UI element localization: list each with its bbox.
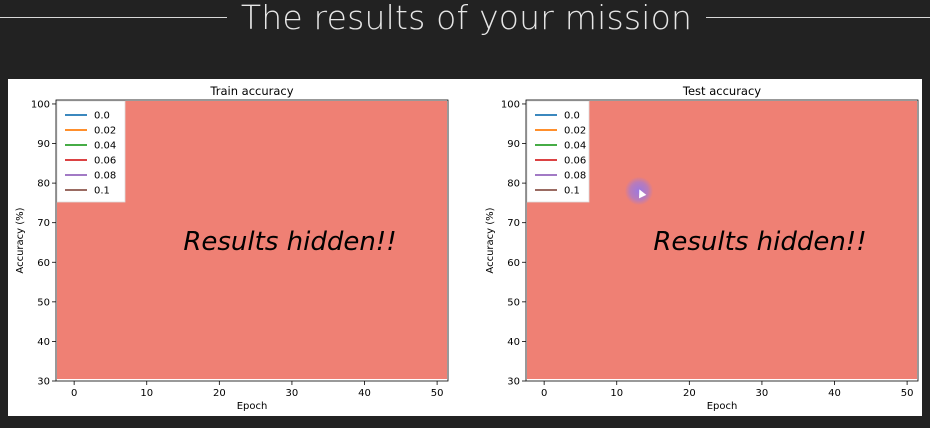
legend-label: 0.04: [94, 141, 116, 152]
chart-1: Test accuracy 0 10 20 30 40 50 30 40 50 60 70 80 90 10…: [485, 84, 919, 412]
y-tick-label: 30: [507, 377, 520, 388]
legend-label: 0.06: [564, 156, 586, 167]
x-tick-label: 10: [610, 388, 623, 399]
header-rule-right: [706, 17, 930, 18]
x-tick-label: 50: [901, 388, 914, 399]
y-tick-label: 40: [37, 337, 50, 348]
results-hidden-overlay: [527, 101, 917, 379]
x-axis-label: Epoch: [707, 401, 738, 412]
x-tick-label: 30: [756, 388, 769, 399]
x-tick-label: 40: [828, 388, 841, 399]
chart-0: Train accuracy 0 10 20 30 40 50 30 40 50 60 70 80 90 1…: [15, 84, 449, 412]
mouse-cursor-highlight: [625, 177, 653, 205]
legend-label: 0.0: [564, 111, 580, 122]
y-tick-label: 90: [507, 139, 520, 150]
results-figure: Train accuracy 0 10 20 30 40 50 30 40 50 60 70 80 90 1…: [8, 79, 922, 416]
legend-label: 0.04: [564, 141, 586, 152]
y-tick-label: 50: [37, 297, 50, 308]
y-tick-label: 40: [507, 337, 520, 348]
y-tick-label: 80: [507, 179, 520, 190]
x-tick-label: 20: [683, 388, 696, 399]
y-tick-label: 30: [37, 377, 50, 388]
legend-label: 0.08: [94, 171, 116, 182]
legend-label: 0.08: [564, 171, 586, 182]
legend-label: 0.1: [564, 186, 580, 197]
y-tick-label: 60: [37, 258, 50, 269]
y-tick-label: 50: [507, 297, 520, 308]
y-axis-label: Accuracy (%): [485, 207, 496, 273]
x-tick-label: 40: [358, 388, 371, 399]
y-tick-label: 60: [507, 258, 520, 269]
legend-label: 0.06: [94, 156, 116, 167]
y-tick-label: 80: [37, 179, 50, 190]
legend-label: 0.02: [564, 126, 586, 137]
y-tick-label: 100: [501, 99, 520, 110]
section-title: The results of your mission: [240, 0, 693, 37]
legend-box: [56, 100, 126, 203]
y-axis-label: Accuracy (%): [15, 207, 26, 273]
x-tick-label: 20: [213, 388, 226, 399]
legend-box: [526, 100, 590, 203]
chart-title: Test accuracy: [682, 84, 761, 98]
x-axis-label: Epoch: [237, 401, 268, 412]
header-rule-left: [0, 17, 227, 18]
chart-title: Train accuracy: [209, 84, 293, 98]
x-tick-label: 30: [286, 388, 299, 399]
y-tick-label: 70: [37, 218, 50, 229]
legend-label: 0.0: [94, 111, 110, 122]
results-hidden-label: Results hidden!!: [183, 227, 396, 257]
x-tick-label: 0: [71, 388, 77, 399]
x-tick-label: 50: [431, 388, 444, 399]
charts-svg: Train accuracy 0 10 20 30 40 50 30 40 50 60 70 80 90 1…: [15, 84, 919, 412]
legend-label: 0.02: [94, 126, 116, 137]
section-header: The results of your mission: [0, 0, 930, 42]
results-hidden-label: Results hidden!!: [653, 227, 866, 257]
x-tick-label: 0: [541, 388, 547, 399]
y-tick-label: 90: [37, 139, 50, 150]
y-tick-label: 70: [507, 218, 520, 229]
legend-label: 0.1: [94, 186, 110, 197]
y-tick-label: 100: [31, 99, 50, 110]
x-tick-label: 10: [140, 388, 153, 399]
